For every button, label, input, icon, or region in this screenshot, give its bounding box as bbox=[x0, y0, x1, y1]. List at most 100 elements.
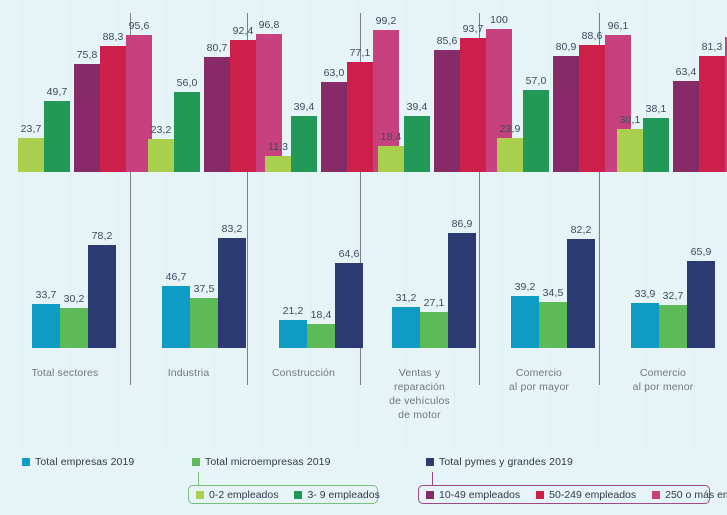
bar-rect[interactable] bbox=[699, 56, 725, 172]
bar-rect[interactable] bbox=[18, 138, 44, 172]
bar-rect[interactable] bbox=[148, 139, 174, 172]
bar-rect[interactable] bbox=[511, 296, 539, 348]
bar-item[interactable]: 38,1 bbox=[643, 29, 669, 172]
legend-sub-item[interactable]: 10-49 empleados bbox=[426, 489, 520, 501]
bar-item[interactable]: 88,6 bbox=[579, 29, 605, 172]
bar-rect[interactable] bbox=[291, 116, 317, 172]
bar-item[interactable]: 80,7 bbox=[204, 29, 230, 172]
bar-rect[interactable] bbox=[88, 245, 116, 348]
bar-rect[interactable] bbox=[32, 304, 60, 348]
legend-sub-item[interactable]: 50-249 empleados bbox=[536, 489, 636, 501]
bar-item[interactable]: 30,1 bbox=[617, 29, 643, 172]
legend-item[interactable]: Total pymes y grandes 2019 bbox=[426, 456, 573, 468]
bar-item[interactable]: 31,2 bbox=[392, 216, 420, 348]
legend-sub-item[interactable]: 0-2 empleados bbox=[196, 489, 278, 501]
bar-item[interactable]: 93,7 bbox=[460, 23, 486, 172]
bar-item[interactable]: 80,9 bbox=[553, 29, 579, 172]
bar-item[interactable]: 34,5 bbox=[539, 216, 567, 348]
bar-rect[interactable] bbox=[279, 320, 307, 348]
bar-rect[interactable] bbox=[162, 286, 190, 348]
bar-item[interactable]: 92,4 bbox=[230, 25, 256, 172]
bar-item[interactable]: 32,7 bbox=[659, 216, 687, 348]
bar-item[interactable]: 86,9 bbox=[448, 216, 476, 348]
bar-rect[interactable] bbox=[230, 40, 256, 172]
legend-item[interactable]: Total empresas 2019 bbox=[22, 456, 134, 468]
bar-rect[interactable] bbox=[74, 64, 100, 172]
bar-rect[interactable] bbox=[378, 146, 404, 172]
bar-rect[interactable] bbox=[434, 50, 460, 172]
bar-item[interactable]: 23,2 bbox=[148, 29, 174, 172]
bar-item[interactable]: 39,4 bbox=[291, 29, 317, 172]
bar-rect[interactable] bbox=[126, 35, 152, 172]
bar-item[interactable]: 78,2 bbox=[88, 216, 116, 348]
bar-rect[interactable] bbox=[497, 138, 523, 172]
bar-item[interactable]: 85,6 bbox=[434, 29, 460, 172]
bar-item[interactable]: 23,7 bbox=[18, 29, 44, 172]
bar-item[interactable]: 39,4 bbox=[404, 29, 430, 172]
bar-item[interactable]: 27,1 bbox=[420, 216, 448, 348]
bar-item[interactable]: 65,9 bbox=[687, 216, 715, 348]
bar-rect[interactable] bbox=[307, 324, 335, 348]
legend-sub-item[interactable]: 250 o más empleados bbox=[652, 489, 727, 501]
bar-rect[interactable] bbox=[725, 37, 727, 172]
category-label: Ventas y reparación de vehículos de motor bbox=[360, 366, 479, 422]
bar-item[interactable]: 11,3 bbox=[265, 29, 291, 172]
bar-item[interactable]: 18,4 bbox=[307, 216, 335, 348]
bar-rect[interactable] bbox=[174, 92, 200, 172]
bar-rect[interactable] bbox=[204, 57, 230, 172]
bar-item[interactable]: 18,4 bbox=[378, 29, 404, 172]
bar-rect[interactable] bbox=[567, 239, 595, 348]
bar-rect[interactable] bbox=[448, 233, 476, 348]
bar-rect[interactable] bbox=[539, 302, 567, 348]
bar-rect[interactable] bbox=[460, 38, 486, 172]
bar-item[interactable]: 81,3 bbox=[699, 29, 725, 172]
bar-rect[interactable] bbox=[256, 34, 282, 172]
bar-item[interactable]: 94,5 bbox=[725, 29, 727, 172]
bar-item[interactable]: 33,7 bbox=[32, 216, 60, 348]
bar-rect[interactable] bbox=[420, 312, 448, 348]
bar-rect[interactable] bbox=[60, 308, 88, 348]
bar-rect[interactable] bbox=[523, 90, 549, 172]
bar-rect[interactable] bbox=[190, 298, 218, 348]
bar-rect[interactable] bbox=[100, 46, 126, 172]
bar-rect[interactable] bbox=[631, 303, 659, 348]
bar-item[interactable]: 49,7 bbox=[44, 29, 70, 172]
bar-rect[interactable] bbox=[392, 307, 420, 348]
bar-item[interactable]: 82,2 bbox=[567, 216, 595, 348]
bar-rect[interactable] bbox=[673, 81, 699, 172]
bar-rect[interactable] bbox=[617, 129, 643, 172]
bar-rect[interactable] bbox=[553, 56, 579, 172]
bar-rect[interactable] bbox=[218, 238, 246, 348]
bar-item[interactable]: 57,0 bbox=[523, 29, 549, 172]
bar-item[interactable]: 33,9 bbox=[631, 216, 659, 348]
bar-rect[interactable] bbox=[687, 261, 715, 348]
bar-item[interactable]: 56,0 bbox=[174, 29, 200, 172]
legend-sub-item[interactable]: 3- 9 empleados bbox=[294, 489, 380, 501]
bar-rect[interactable] bbox=[44, 101, 70, 172]
bar-rect[interactable] bbox=[265, 156, 291, 172]
bar-item[interactable]: 46,7 bbox=[162, 216, 190, 348]
bar-item[interactable]: 23,9 bbox=[497, 29, 523, 172]
bar-rect[interactable] bbox=[335, 263, 363, 348]
bar-item[interactable]: 21,2 bbox=[279, 216, 307, 348]
bar-item[interactable]: 30,2 bbox=[60, 216, 88, 348]
bar-item[interactable]: 77,1 bbox=[347, 29, 373, 172]
bar-rect[interactable] bbox=[659, 305, 687, 348]
bar-item[interactable]: 37,5 bbox=[190, 216, 218, 348]
bar-item[interactable]: 96,8 bbox=[256, 19, 282, 172]
bar-item[interactable]: 39,2 bbox=[511, 216, 539, 348]
bar-rect[interactable] bbox=[579, 45, 605, 172]
bar-item[interactable]: 95,6 bbox=[126, 20, 152, 172]
bar-rect[interactable] bbox=[404, 116, 430, 172]
bar-item[interactable]: 64,6 bbox=[335, 216, 363, 348]
bar-item[interactable]: 83,2 bbox=[218, 216, 246, 348]
bar-item[interactable]: 63,0 bbox=[321, 29, 347, 172]
bar-rect[interactable] bbox=[347, 62, 373, 172]
legend-item[interactable]: Total microempresas 2019 bbox=[192, 456, 331, 468]
bar-item[interactable]: 88,3 bbox=[100, 29, 126, 172]
bar-cluster: 23,2 56,0 bbox=[148, 29, 200, 172]
bar-rect[interactable] bbox=[643, 118, 669, 172]
bar-item[interactable]: 75,8 bbox=[74, 29, 100, 172]
bar-rect[interactable] bbox=[321, 82, 347, 172]
bar-item[interactable]: 63,4 bbox=[673, 29, 699, 172]
